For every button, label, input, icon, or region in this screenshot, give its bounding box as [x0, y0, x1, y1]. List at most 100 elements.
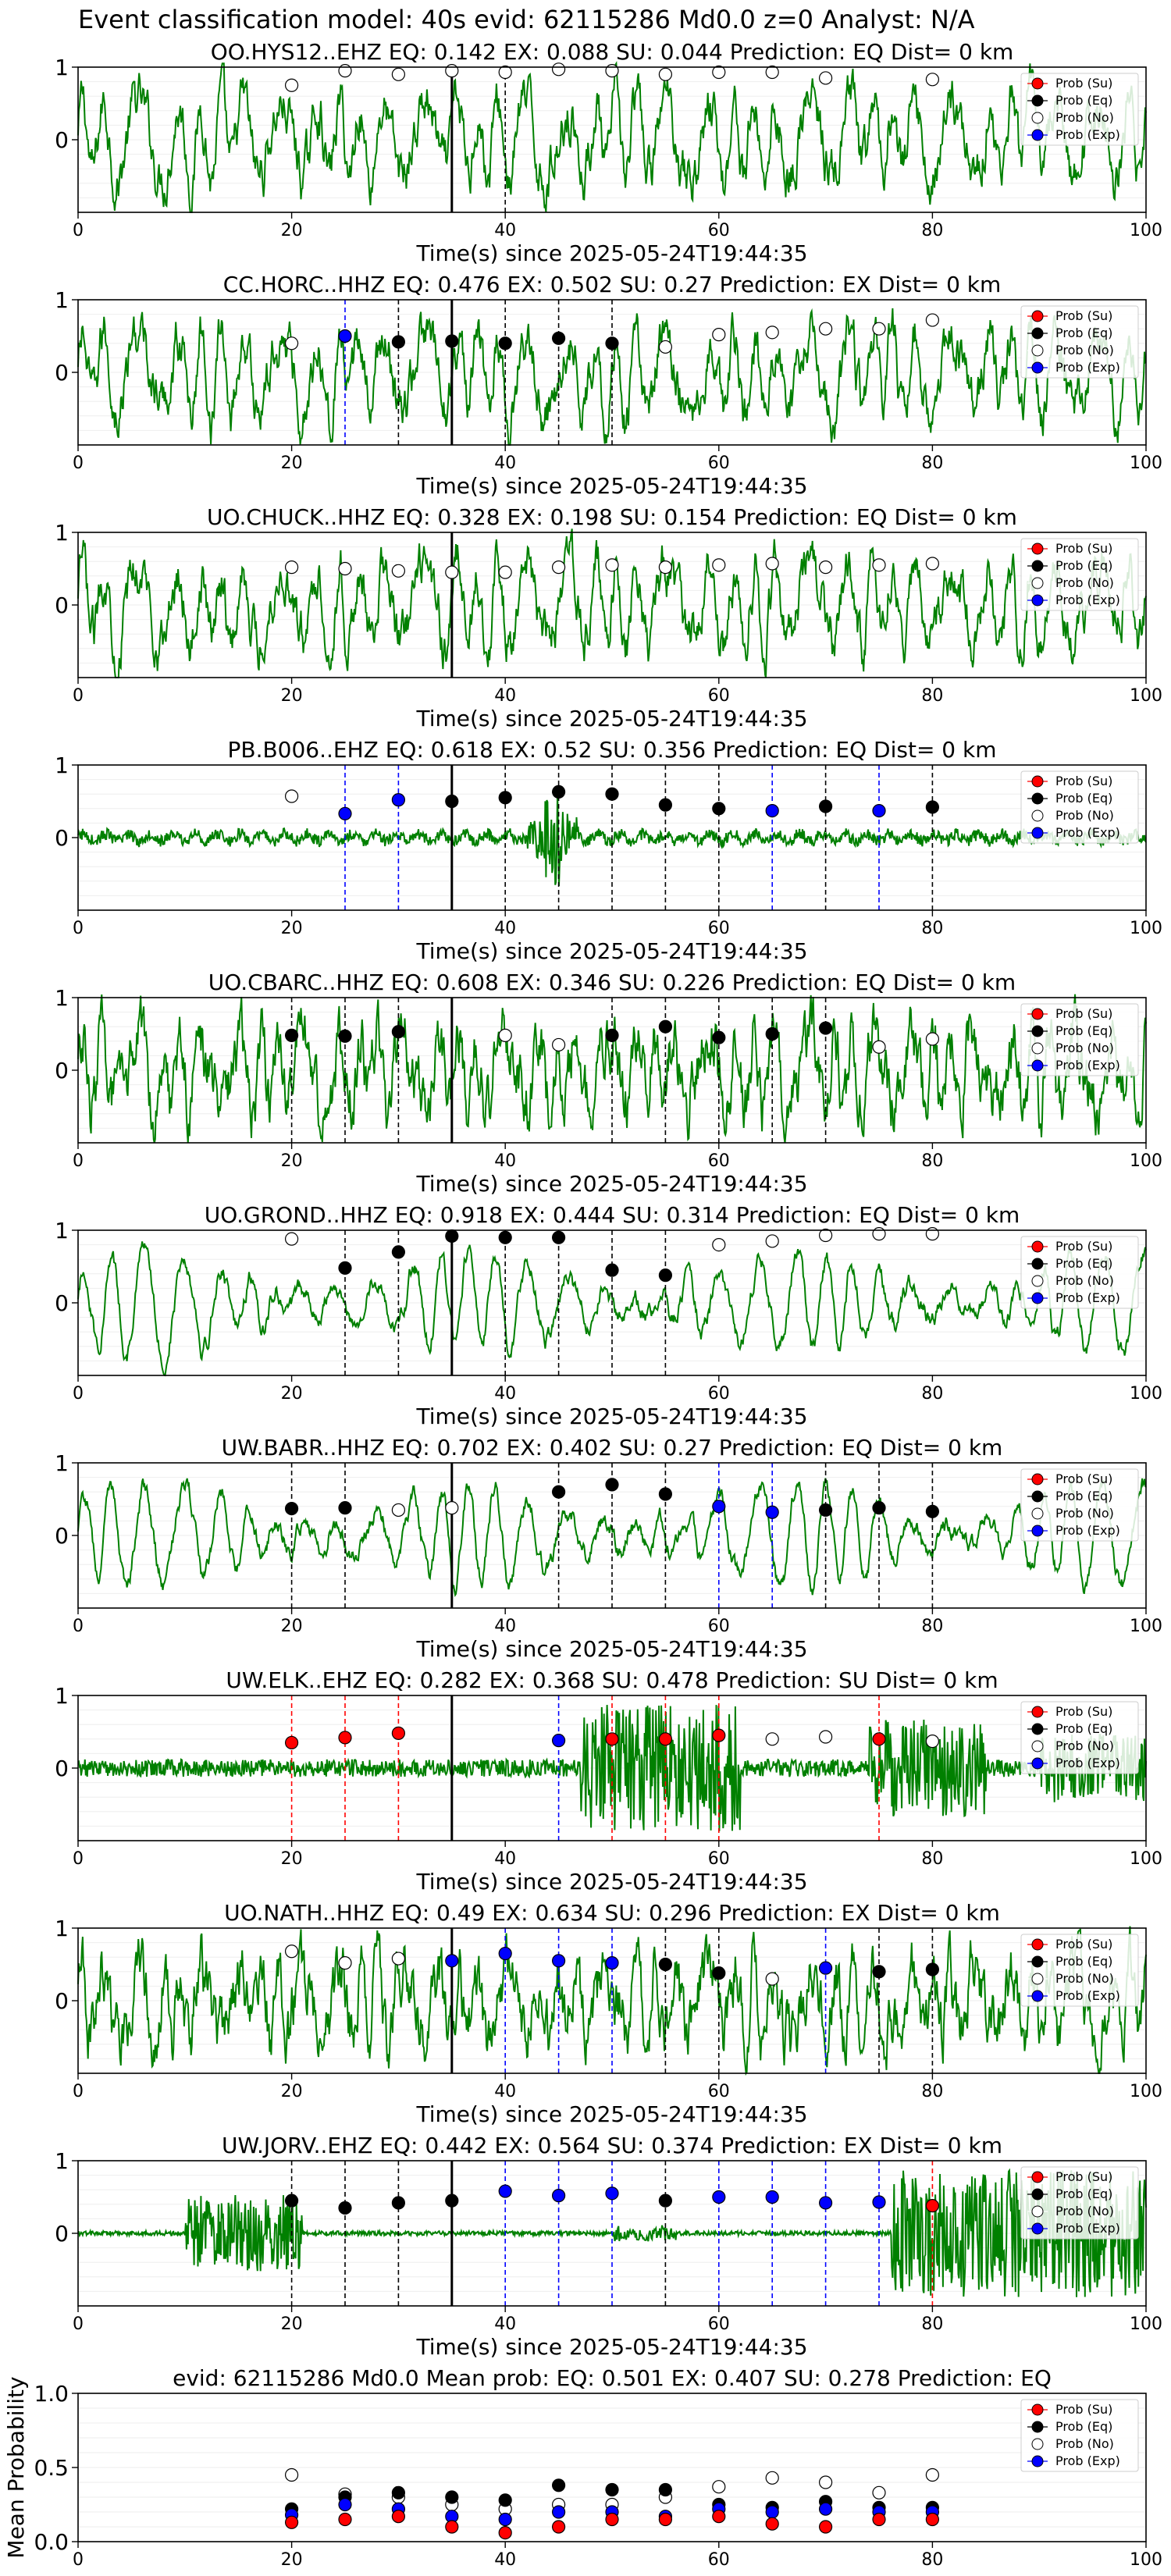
data-point: [551, 62, 566, 76]
data-point: [658, 798, 673, 812]
legend-marker: [1031, 1275, 1044, 1287]
data-point: [818, 1021, 833, 1035]
x-tick-label: 100: [1130, 686, 1162, 706]
x-tick-label: 80: [921, 1617, 943, 1636]
chart-title: UW.ELK..EHZ EQ: 0.282 EX: 0.368 SU: 0.47…: [226, 1667, 998, 1693]
data-point: [925, 313, 940, 327]
y-tick-label: 0: [55, 1988, 69, 2014]
data-point: [818, 1961, 833, 1975]
legend-label: Prob (Eq): [1055, 2419, 1112, 2434]
data-point: [872, 2485, 886, 2500]
legend-label: Prob (Eq): [1055, 1489, 1112, 1503]
data-point: [605, 1263, 619, 1277]
data-point: [658, 1268, 673, 1283]
data-point: [445, 1954, 459, 1968]
data-point: [712, 2190, 726, 2204]
x-tick-label: 100: [1130, 1617, 1162, 1636]
legend-marker: [1031, 1938, 1044, 1951]
data-point: [872, 322, 886, 336]
x-tick-label: 20: [281, 919, 303, 938]
data-point: [712, 328, 726, 342]
data-point: [765, 803, 779, 818]
data-point: [445, 1229, 459, 1244]
data-point: [658, 2194, 673, 2208]
data-point: [551, 560, 566, 575]
data-point: [605, 2186, 619, 2201]
data-point: [551, 331, 566, 345]
x-tick-label: 0: [73, 454, 84, 473]
data-point: [285, 1232, 299, 1246]
legend-marker: [1031, 1042, 1044, 1055]
legend-box: [1020, 2166, 1139, 2240]
x-tick-label: 100: [1130, 1151, 1162, 1171]
data-point: [285, 1944, 299, 1959]
y-tick-label: 1: [55, 55, 69, 80]
legend-label: Prob (Su): [1055, 308, 1112, 323]
data-point: [872, 558, 886, 572]
x-tick-label: 0: [73, 1384, 84, 1404]
x-tick-label: 40: [494, 1151, 516, 1171]
data-point: [872, 1732, 886, 1746]
legend-marker: [1031, 1490, 1044, 1503]
data-point: [925, 1032, 940, 1046]
legend-label: Prob (Eq): [1055, 1721, 1112, 1736]
data-point: [818, 2520, 833, 2534]
data-point: [445, 334, 459, 348]
legend-box: [1020, 1934, 1139, 2007]
data-point: [925, 1504, 940, 1518]
data-point: [765, 2517, 779, 2531]
data-point: [658, 2482, 673, 2497]
x-tick-label: 60: [708, 454, 730, 473]
x-axis-label: Time(s) since 2025-05-24T19:44:35: [415, 240, 807, 266]
legend-marker: [1031, 1473, 1044, 1485]
data-point: [658, 2512, 673, 2527]
legend-label: Prob (Exp): [1055, 1290, 1120, 1305]
legend-label: Prob (Exp): [1055, 825, 1120, 840]
x-tick-label: 40: [494, 2550, 516, 2570]
chart-panel-9: UO.NATH..HHZ EQ: 0.49 EX: 0.634 SU: 0.29…: [55, 1900, 1162, 2127]
legend-label: Prob (Exp): [1055, 127, 1120, 142]
legend-marker: [1031, 2205, 1044, 2218]
data-point: [712, 1728, 726, 1742]
data-point: [285, 560, 299, 575]
data-point: [872, 803, 886, 818]
x-tick-label: 60: [708, 1617, 730, 1636]
chart-title: evid: 62115286 Md0.0 Mean prob: EQ: 0.50…: [173, 2365, 1052, 2391]
data-point: [818, 1503, 833, 1517]
y-tick-label: 0: [55, 360, 69, 386]
legend-label: Prob (No): [1055, 2436, 1114, 2451]
legend-label: Prob (No): [1055, 110, 1114, 125]
legend-box: [1020, 1236, 1139, 1309]
x-tick-label: 80: [921, 686, 943, 706]
x-tick-label: 100: [1130, 1384, 1162, 1404]
legend-box: [1020, 305, 1139, 379]
x-tick-label: 40: [494, 1384, 516, 1404]
data-point: [391, 335, 405, 349]
waveform-trace: [77, 308, 1147, 446]
data-point: [925, 1227, 940, 1241]
data-point: [818, 2475, 833, 2489]
legend-marker: [1031, 2455, 1044, 2467]
data-point: [925, 2512, 940, 2527]
data-point: [498, 2512, 512, 2527]
x-tick-label: 80: [921, 2550, 943, 2570]
legend-label: Prob (Eq): [1055, 558, 1112, 573]
x-tick-label: 80: [921, 454, 943, 473]
data-point: [498, 1028, 512, 1042]
data-point: [872, 1227, 886, 1241]
y-tick-label: 0: [55, 1756, 69, 1781]
legend-marker: [1031, 94, 1044, 107]
x-tick-label: 0: [73, 1151, 84, 1171]
y-tick-label: 1: [55, 2148, 69, 2174]
legend-label: Prob (Eq): [1055, 2186, 1112, 2201]
data-point: [391, 1503, 405, 1517]
y-tick-label: 0: [55, 1058, 69, 1083]
data-point: [765, 1026, 779, 1041]
legend-label: Prob (No): [1055, 808, 1114, 823]
waveform-trace: [77, 792, 1147, 887]
x-tick-label: 60: [708, 2550, 730, 2570]
data-point: [338, 2512, 352, 2527]
data-point: [712, 558, 726, 572]
legend-marker: [1031, 594, 1044, 607]
chart-panel-3: UO.CHUCK..HHZ EQ: 0.328 EX: 0.198 SU: 0.…: [55, 504, 1162, 731]
